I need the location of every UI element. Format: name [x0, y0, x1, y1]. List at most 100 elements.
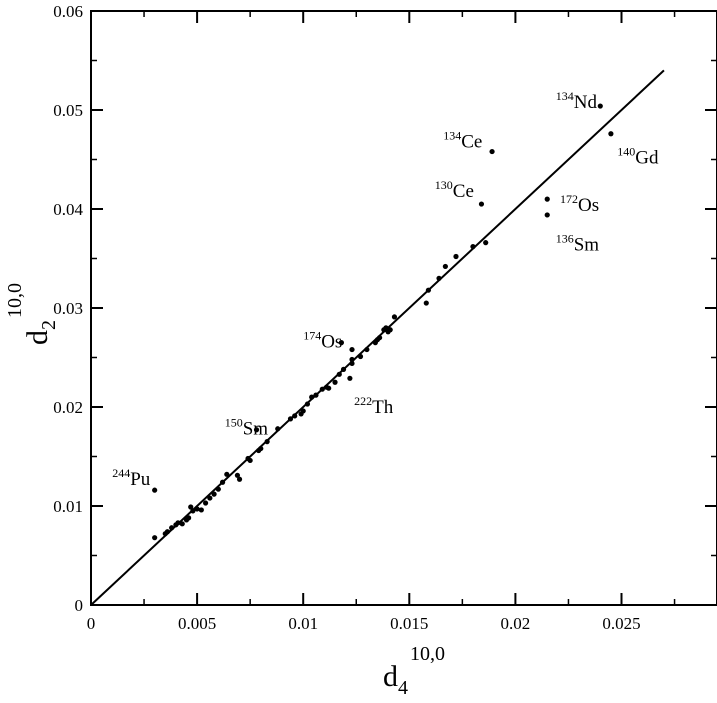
point-annotations: 244Pu150Sm174Os222Th134Ce130Ce134Nd140Gd…	[112, 89, 659, 490]
data-point	[211, 491, 217, 497]
data-point	[349, 360, 355, 367]
annotation-element: Ce	[461, 132, 482, 153]
data-point	[597, 103, 603, 109]
data-point	[608, 131, 614, 137]
point-annotation: 140Gd	[617, 144, 659, 168]
y-tick-label: 0.03	[53, 299, 83, 318]
x-axis-ticks: 0 0.005 0.01 0.015 0.02 0.025	[87, 11, 676, 633]
x-tick-label: 0.01	[288, 614, 318, 633]
point-annotation: 222Th	[354, 394, 394, 418]
data-point	[152, 487, 158, 493]
data-point	[442, 263, 448, 270]
annotation-element: Th	[372, 397, 394, 418]
plot-border	[90, 10, 717, 606]
annotation-mass-number: 130	[435, 178, 453, 192]
data-point	[383, 325, 389, 331]
point-annotation: 244Pu	[112, 466, 151, 490]
x-tick-label: 0.015	[390, 614, 428, 633]
data-point	[336, 371, 342, 377]
data-point	[387, 327, 393, 333]
point-annotation: 130Ce	[435, 178, 474, 202]
data-point	[364, 346, 370, 353]
data-point	[215, 486, 221, 492]
data-point	[169, 525, 175, 531]
y-tick-label: 0.05	[53, 101, 83, 120]
data-point	[236, 476, 243, 482]
data-point	[423, 300, 429, 306]
data-point	[338, 340, 344, 346]
annotation-element: Os	[578, 195, 599, 216]
annotation-element: Sm	[574, 235, 600, 256]
data-point	[198, 507, 204, 513]
data-points	[152, 103, 614, 541]
data-point	[332, 379, 338, 385]
annotation-element: Sm	[243, 419, 269, 440]
data-point	[175, 520, 181, 526]
annotation-element: Ce	[453, 181, 474, 202]
annotation-element: Nd	[574, 92, 598, 113]
annotation-mass-number: 244	[112, 466, 130, 480]
data-point	[544, 196, 550, 202]
data-point	[258, 445, 264, 452]
y-tick-label: 0.06	[53, 2, 83, 21]
data-point	[347, 375, 353, 381]
data-point	[194, 506, 200, 512]
data-point	[152, 535, 158, 541]
data-point	[453, 253, 459, 260]
data-point	[489, 148, 495, 155]
point-annotation: 136Sm	[556, 232, 600, 256]
data-point	[483, 240, 489, 246]
annotation-mass-number: 140	[617, 144, 635, 158]
data-point	[219, 479, 226, 485]
x-tick-label: 0.02	[501, 614, 531, 633]
data-point	[186, 515, 192, 521]
x-tick-label: 0.025	[602, 614, 640, 633]
y-tick-label: 0.01	[53, 497, 83, 516]
point-annotation: 172Os	[560, 192, 599, 216]
annotation-mass-number: 134	[556, 89, 574, 103]
y-tick-label: 0.04	[53, 200, 83, 219]
data-point	[264, 439, 270, 445]
data-point	[253, 427, 260, 433]
x-axis-label: d410,0	[383, 643, 445, 699]
data-point	[436, 275, 442, 281]
y-tick-label: 0	[75, 596, 84, 615]
annotation-mass-number: 134	[443, 129, 461, 143]
data-point	[309, 394, 315, 400]
point-annotation: 150Sm	[225, 416, 269, 440]
annotation-element: Pu	[130, 469, 151, 490]
annotation-mass-number: 172	[560, 192, 578, 206]
y-axis-ticks: 0 0.01 0.02 0.03 0.04 0.05 0.06	[53, 2, 717, 615]
point-annotation: 134Ce	[443, 129, 482, 153]
data-point	[376, 335, 383, 341]
data-point	[234, 472, 241, 478]
x-tick-label: 0.005	[178, 614, 216, 633]
data-point	[188, 504, 194, 510]
plot-frame	[90, 10, 717, 606]
annotation-mass-number: 222	[354, 394, 372, 408]
y-axis-label: d210,0	[4, 283, 60, 345]
data-point	[202, 500, 209, 506]
data-point	[247, 457, 253, 464]
data-point	[207, 495, 213, 501]
data-point	[470, 244, 476, 250]
data-point	[319, 386, 325, 392]
data-point	[425, 287, 432, 293]
data-point	[190, 508, 196, 514]
annotation-mass-number: 136	[556, 232, 574, 246]
y-tick-label: 0.02	[53, 398, 83, 417]
data-point	[300, 408, 306, 414]
data-point	[275, 426, 281, 432]
data-point	[313, 392, 319, 398]
annotation-element: Gd	[635, 147, 659, 168]
data-point	[340, 366, 347, 372]
data-point	[349, 346, 355, 353]
data-point	[287, 416, 294, 422]
annotation-mass-number: 150	[225, 416, 243, 430]
annotation-mass-number: 174	[303, 329, 321, 343]
data-point	[478, 201, 485, 207]
data-point	[349, 356, 355, 363]
point-annotation: 134Nd	[556, 89, 598, 113]
data-point	[179, 521, 185, 527]
